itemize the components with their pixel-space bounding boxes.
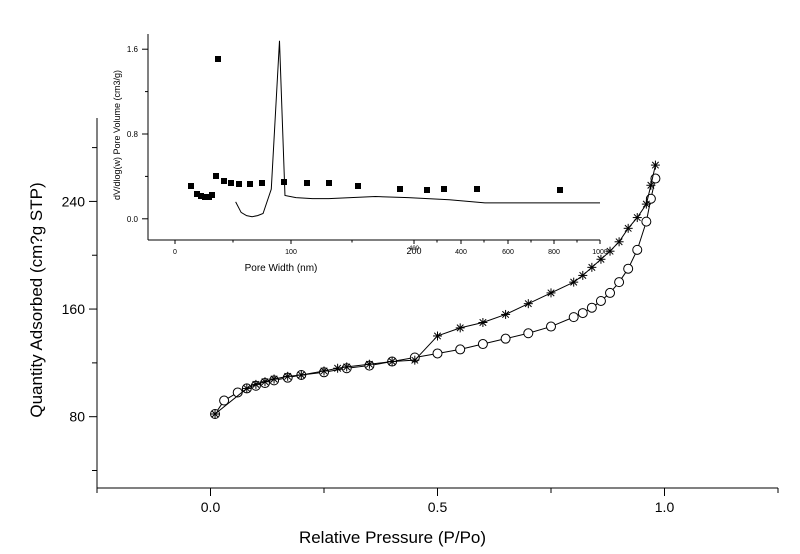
data-point-circle xyxy=(595,295,606,306)
inset-y-tick-label: 0.8 xyxy=(127,130,139,139)
data-point-star xyxy=(650,160,660,170)
data-point-star xyxy=(433,331,442,341)
data-point-circle xyxy=(586,302,597,313)
data-point-circle xyxy=(614,277,625,288)
data-point-star xyxy=(242,383,252,393)
inset-data-point-square xyxy=(326,180,332,186)
inset-data-point-square xyxy=(557,187,563,193)
y-tick-label: 160 xyxy=(62,301,86,317)
data-point-star xyxy=(342,362,352,372)
inset-data-point-square xyxy=(304,180,310,186)
inset-x-tick-label: 200 xyxy=(406,246,421,256)
data-point-star xyxy=(641,199,651,209)
data-point-star xyxy=(614,237,624,247)
data-point-star xyxy=(587,262,597,272)
data-point-star xyxy=(596,254,606,264)
data-point-circle xyxy=(623,263,634,274)
inset-data-point-square xyxy=(424,187,430,193)
y-axis-title: Quantity Adsorbed (cm?g STP) xyxy=(27,182,46,417)
inset-x-tick-label: 100 xyxy=(285,249,297,256)
inset-data-point-square xyxy=(236,181,242,187)
data-point-circle xyxy=(219,395,230,406)
inset-data-point-square xyxy=(474,186,480,192)
inset-data-point-square xyxy=(213,173,219,179)
inset-data-point-square xyxy=(198,193,204,199)
data-point-circle xyxy=(568,312,579,323)
inset-x-tick-label: 600 xyxy=(502,249,514,256)
data-point-star xyxy=(260,377,270,387)
inset-data-point-square xyxy=(194,191,200,197)
data-point-star xyxy=(296,370,306,380)
inset-y-tick-label: 1.6 xyxy=(127,45,139,54)
inset-x-tick-label: 0 xyxy=(173,249,177,256)
x-tick-label: 1.0 xyxy=(655,499,675,515)
data-point-circle xyxy=(632,244,643,255)
data-point-star xyxy=(605,246,615,256)
inset-x-tick-label: 1000 xyxy=(592,249,608,256)
y-tick-label: 80 xyxy=(69,409,85,425)
data-point-star xyxy=(646,180,656,190)
x-tick-label: 0.5 xyxy=(428,499,448,515)
data-point-star xyxy=(578,270,588,280)
data-point-star xyxy=(319,366,329,376)
x-axis-title: Relative Pressure (P/Po) xyxy=(299,528,486,547)
data-point-star xyxy=(210,409,220,419)
data-point-star xyxy=(546,288,556,298)
inset-x-axis-title: Pore Width (nm) xyxy=(245,263,318,274)
inset-data-point-square xyxy=(221,178,227,184)
inset-x-tick-label: 800 xyxy=(548,249,560,256)
data-point-star xyxy=(364,359,374,369)
data-point-circle xyxy=(432,348,443,359)
data-point-star xyxy=(283,371,293,381)
inset-data-point-square xyxy=(397,186,403,192)
inset-y-axis-title: dV/dlog(w) Pore Volume (cm3/g) xyxy=(112,70,122,200)
data-point-star xyxy=(623,223,633,233)
inset-data-point-square xyxy=(202,194,208,200)
data-point-circle xyxy=(577,308,588,319)
inset-y-tick-label: 0.0 xyxy=(127,215,139,224)
inset-data-point-square xyxy=(281,179,287,185)
inset-data-point-square xyxy=(209,192,215,198)
y-tick-label: 240 xyxy=(62,193,86,209)
isotherm-chart: 0.0 0.5 1.0 80 160 240 Relative Pressure (P/Po… xyxy=(27,118,779,547)
data-point-circle xyxy=(605,287,616,298)
inset-data-point-square xyxy=(188,183,194,189)
data-point-star xyxy=(410,355,420,365)
inset-data-point-square xyxy=(441,186,447,192)
inset-data-point-square xyxy=(355,183,361,189)
data-point-circle xyxy=(523,328,534,339)
x-tick-label: 0.0 xyxy=(201,499,221,515)
data-point-circle xyxy=(455,344,466,355)
data-point-circle xyxy=(500,333,511,344)
inset-background xyxy=(146,28,606,246)
data-point-star xyxy=(455,323,465,333)
data-point-star xyxy=(251,379,261,389)
inset-data-point-square xyxy=(215,56,221,62)
data-point-star xyxy=(269,374,279,384)
data-point-circle xyxy=(477,339,488,350)
data-point-star xyxy=(387,357,397,367)
inset-data-point-square xyxy=(228,180,234,186)
data-point-star xyxy=(569,277,579,287)
data-point-star xyxy=(478,318,488,328)
data-point-star xyxy=(501,309,511,319)
inset-x-tick-label: 400 xyxy=(455,249,467,256)
data-point-star xyxy=(523,299,533,309)
data-point-circle xyxy=(546,321,556,332)
data-point-star xyxy=(632,213,642,223)
inset-x-tick-label-overlap: 400 xyxy=(409,246,420,252)
inset-data-point-square xyxy=(259,180,265,186)
data-point-circle xyxy=(641,216,652,227)
data-point-star xyxy=(333,363,343,373)
inset-data-point-square xyxy=(247,181,253,187)
inset-series-line xyxy=(235,40,600,218)
